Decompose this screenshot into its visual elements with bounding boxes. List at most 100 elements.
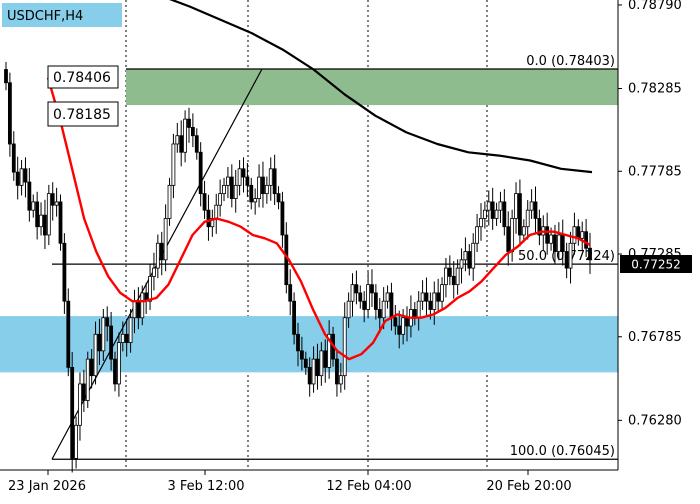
y-tick-label: 0.77785 <box>628 164 682 179</box>
candle-body <box>467 251 472 269</box>
candle-body <box>241 168 246 178</box>
candle-body <box>280 201 285 236</box>
vertical-gridlines <box>125 0 488 470</box>
candle-body <box>381 300 386 319</box>
candle-body <box>175 135 180 145</box>
candle-body <box>167 184 172 219</box>
candle-body <box>179 135 184 153</box>
candle-body <box>385 292 390 302</box>
candle-body <box>451 275 456 286</box>
price-axis: 0.787900.782850.777850.772850.767850.762… <box>617 0 692 470</box>
candle-body <box>335 358 339 385</box>
candle-body <box>354 284 359 294</box>
candle-body <box>46 193 51 236</box>
candle-body <box>264 184 269 195</box>
candle-body <box>366 284 370 310</box>
candle-body <box>218 193 223 206</box>
candle-body <box>124 333 129 343</box>
y-tick-label: 0.76280 <box>628 413 682 428</box>
candle-body <box>152 267 156 277</box>
candle-body <box>183 118 187 153</box>
candle-body <box>338 375 343 385</box>
candle-body <box>54 201 59 206</box>
candle-body <box>229 176 234 199</box>
candle-body <box>276 193 281 203</box>
candle-body <box>190 127 195 137</box>
candle-body <box>463 251 468 261</box>
current-price-tag <box>620 255 692 273</box>
candle-body <box>226 176 230 186</box>
candle-body <box>299 350 304 360</box>
time-axis: 23 Jan 2026 3 Feb 12:00 12 Feb 04:00 20 Feb… <box>0 469 618 494</box>
candle-body <box>237 168 242 186</box>
candle-body <box>514 193 518 219</box>
x-tick-label: 12 Feb 04:00 <box>326 479 411 494</box>
candle-body <box>315 358 320 377</box>
candle-body <box>109 325 114 360</box>
candle-body <box>397 325 402 335</box>
candle-body <box>342 317 347 377</box>
candle-body <box>568 242 573 269</box>
moving-averages <box>46 0 593 361</box>
candle-body <box>479 218 483 228</box>
candle-body <box>319 350 324 377</box>
candle-body <box>198 151 203 195</box>
candle-body <box>43 214 47 236</box>
candle-body <box>163 218 168 261</box>
candle-body <box>327 333 332 368</box>
candle-body <box>420 292 425 302</box>
price-box-lower-label: 0.78185 <box>53 107 111 123</box>
candle-body <box>117 342 121 385</box>
candle-body <box>444 267 448 286</box>
candle-body <box>486 201 491 211</box>
candle-body <box>432 292 437 310</box>
candle-body <box>529 201 534 211</box>
candle-body <box>202 193 207 211</box>
candle-body <box>393 317 398 327</box>
candle-body <box>140 292 145 319</box>
candle-body <box>370 284 374 294</box>
resistance-zone <box>126 68 618 106</box>
candle-body <box>284 234 289 286</box>
candle-body <box>171 143 176 186</box>
candle-body <box>553 234 557 252</box>
candle-body <box>268 168 273 186</box>
candle-body <box>272 168 277 195</box>
candle-body <box>253 198 258 203</box>
candle-body <box>62 242 67 302</box>
candle-body <box>482 209 487 219</box>
candle-body <box>245 176 250 186</box>
candle-body <box>428 300 433 310</box>
candle-body <box>233 184 238 199</box>
candle-body <box>31 201 36 211</box>
candle-body <box>74 424 78 459</box>
candle-body <box>510 218 515 252</box>
candle-body <box>405 317 409 327</box>
candle-body <box>373 292 378 310</box>
candle-body <box>39 214 43 228</box>
candle-body <box>78 383 82 426</box>
x-tick-label: 20 Feb 20:00 <box>486 479 571 494</box>
y-tick-label: 0.78285 <box>628 82 682 97</box>
candle-body <box>580 231 585 239</box>
candle-body <box>155 242 160 269</box>
x-tick-label: 3 Feb 12:00 <box>167 479 244 494</box>
candle-body <box>525 209 530 228</box>
candle-body <box>521 226 526 236</box>
symbol-label: USDCHF,H4 <box>7 9 83 24</box>
price-box-upper-label: 0.78406 <box>53 70 111 86</box>
candle-body <box>560 234 565 252</box>
candle-body <box>70 366 75 459</box>
candle-body <box>101 317 106 352</box>
candle-body <box>475 226 479 244</box>
candle-body <box>15 171 20 186</box>
price-box-upper: 0.78406 <box>47 65 119 89</box>
candle-body <box>537 218 542 236</box>
candle-body <box>7 82 12 145</box>
price-box-lower: 0.78185 <box>47 101 119 127</box>
candle-body <box>502 201 507 228</box>
candle-body <box>89 358 94 377</box>
candle-body <box>494 209 499 219</box>
